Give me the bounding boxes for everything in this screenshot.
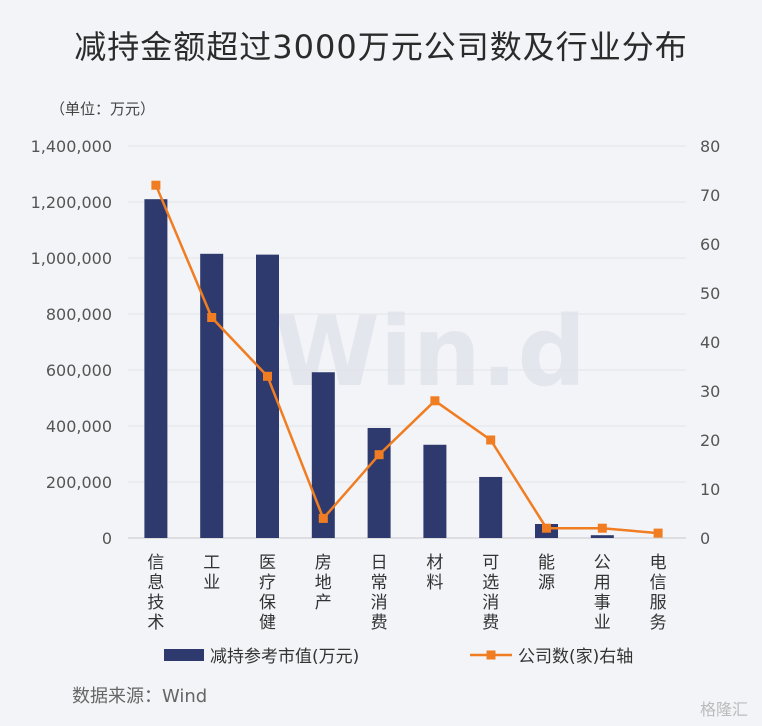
left-tick-label: 0 [102,529,112,548]
category-label: 医疗保健 [259,553,276,633]
category-label: 信息技术 [147,553,164,633]
bar [423,444,447,538]
left-tick-label: 1,400,000 [31,137,112,156]
line-point [151,180,161,190]
right-tick-label: 0 [700,529,710,548]
line-point [374,450,384,460]
series-line [154,184,659,535]
line-point [207,313,217,322]
bar [256,254,279,538]
brand-mark: 格隆汇 [699,700,748,719]
left-tick-label: 600,000 [46,361,112,380]
right-tick-label: 70 [700,186,720,205]
category-label: 日常消费 [371,553,388,633]
right-tick-label: 60 [700,235,720,254]
legend-line-marker [486,650,496,660]
category-label: 材料 [426,553,443,593]
left-tick-label: 800,000 [46,305,112,324]
category-axis: 信息技术 工业 医疗保健 房地产 日常消费 材料 可选消费 能源 公用事业 电信服务 [147,553,666,633]
legend: 减持参考市值(万元) 公司数(家)右轴 [164,647,633,667]
source-note: 数据来源：Wind [72,686,208,707]
category-label: 可选消费 [482,553,499,633]
bar [590,535,614,538]
right-tick-label: 40 [700,333,720,352]
bar [311,372,335,538]
category-label: 电信服务 [650,553,667,633]
unit-note: （单位：万元） [50,100,156,118]
left-axis: 0 200,000 400,000 600,000 800,000 1,000,000 1,… [31,137,112,548]
right-tick-label: 30 [700,382,720,401]
line-point [542,523,551,533]
left-tick-label: 1,000,000 [31,249,112,268]
line-point [430,396,440,406]
bar [367,427,391,538]
line-point [486,435,496,445]
bar [144,199,168,538]
bar [479,476,503,538]
line-point [653,528,663,538]
right-tick-label: 50 [700,284,720,303]
legend-line-label: 公司数(家)右轴 [518,647,633,667]
left-tick-label: 1,200,000 [31,193,112,212]
line-point [263,371,272,381]
left-tick-label: 200,000 [46,473,112,492]
line-point [597,523,607,533]
category-label: 能源 [538,553,555,593]
right-tick-label: 20 [700,431,720,450]
category-label: 房地产 [315,553,332,613]
line-point [318,513,328,523]
category-label: 工业 [203,553,220,593]
legend-bar-label: 减持参考市值(万元) [210,647,359,667]
right-tick-label: 10 [700,480,720,499]
legend-bar-swatch [164,649,204,661]
line-series [151,180,663,538]
chart-title: 减持金额超过3000万元公司数及行业分布 [74,28,688,66]
right-tick-label: 80 [700,137,720,156]
left-tick-label: 400,000 [46,417,112,436]
category-label: 公用事业 [594,553,611,633]
right-axis: 0 10 20 30 40 50 60 70 80 [700,137,720,548]
